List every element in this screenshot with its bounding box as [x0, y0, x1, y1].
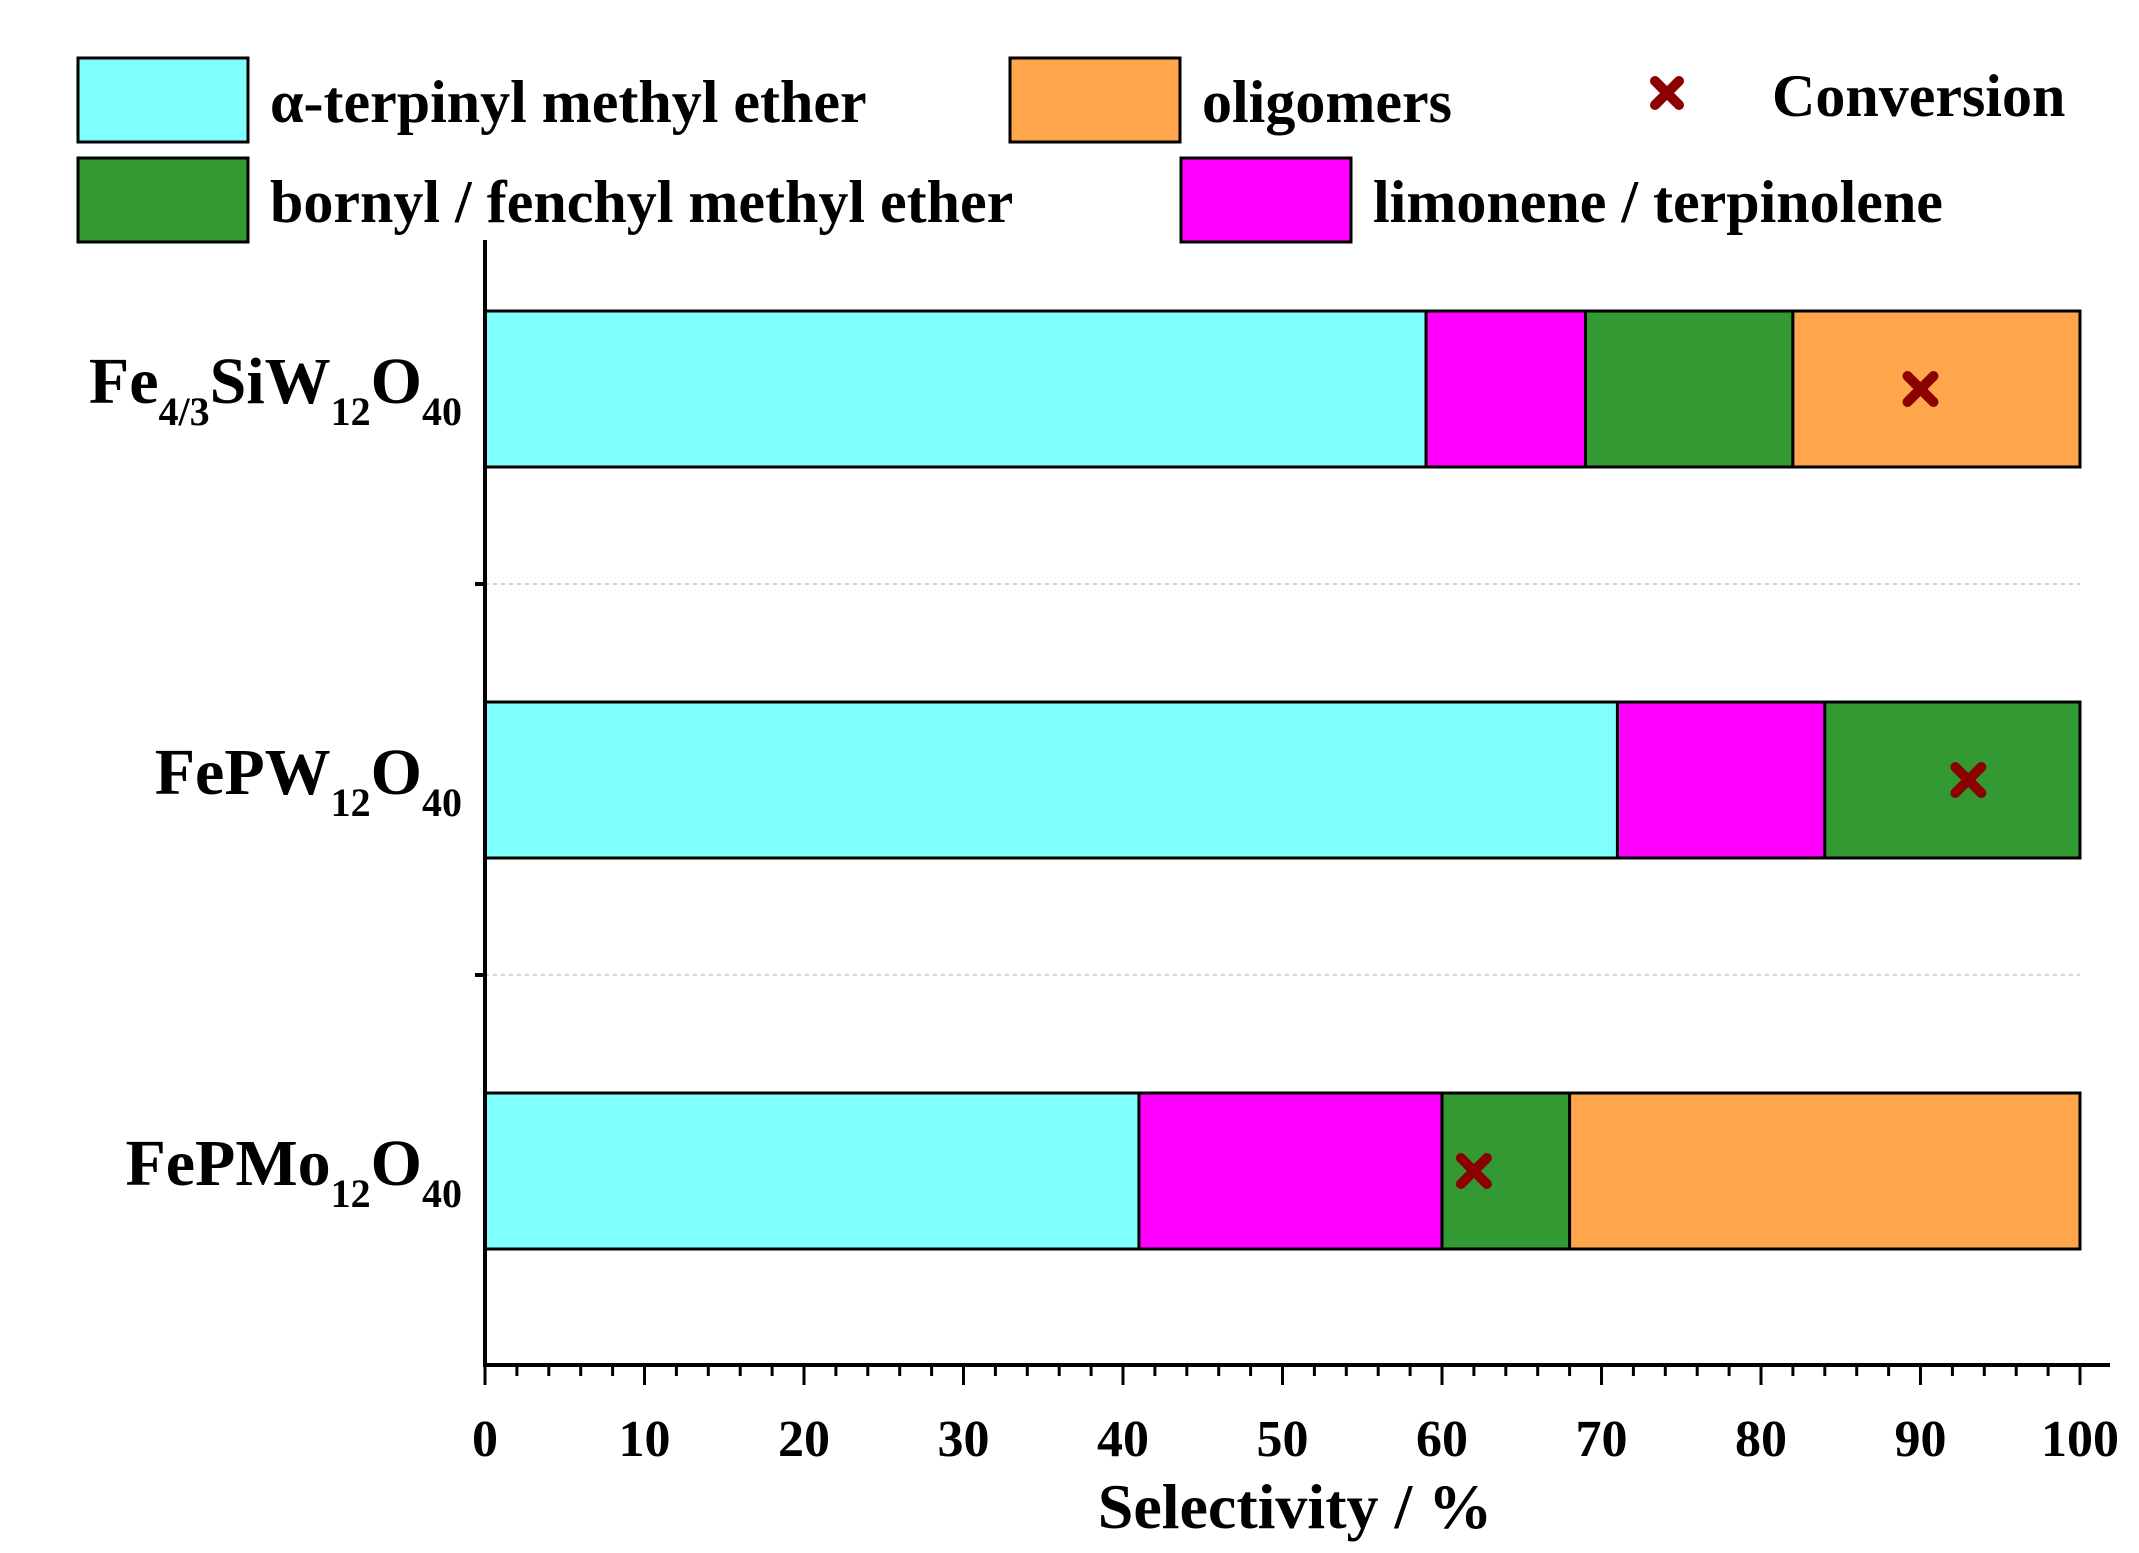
legend-swatch-limonene-terpinolene: [1179, 156, 1353, 244]
legend-swatch-bornyl-fenchyl-methyl-ether: [76, 156, 250, 244]
bar-fe43siw12o40-terpinyl-methyl-ether: [483, 309, 1428, 469]
bar-fepmo12o40-terpinyl-methyl-ether: [483, 1091, 1141, 1251]
legend-label-limonene-terpinolene: limonene / terpinolene: [1373, 169, 1943, 235]
legend-item-terpinyl-methyl-ether: α-terpinyl methyl ether: [76, 56, 867, 144]
category-labels: Fe4/3SiW12O40 FePW12O40 FePMo12O40: [89, 345, 462, 1216]
category-label-fe43siw12o40: Fe4/3SiW12O40: [89, 345, 462, 434]
x-tick-label-60: 60: [1416, 1411, 1468, 1468]
conversion-marker-fepmo12o40: [1455, 1153, 1492, 1189]
bar-fe43siw12o40-limonene-terpinolene: [1424, 309, 1588, 469]
x-tick-label-40: 40: [1097, 1411, 1149, 1468]
x-tick-label-20: 20: [778, 1411, 830, 1468]
x-tick-label-100: 100: [2041, 1411, 2119, 1468]
bars: [483, 309, 2082, 1251]
x-tick-label-0: 0: [472, 1411, 498, 1468]
legend-label-bornyl-fenchyl-methyl-ether: bornyl / fenchyl methyl ether: [270, 169, 1013, 235]
x-tick-label-90: 90: [1895, 1411, 1947, 1468]
legend-label-conversion: Conversion: [1772, 63, 2065, 129]
legend-item-oligomers: oligomers: [1008, 56, 1452, 144]
legend-swatch-terpinyl-methyl-ether: [76, 56, 250, 144]
bar-fepmo12o40-limonene-terpinolene: [1137, 1091, 1444, 1251]
category-label-fepmo12o40: FePMo12O40: [125, 1127, 462, 1216]
legend-item-conversion: Conversion: [1650, 63, 2065, 129]
legend-swatch-oligomers: [1008, 56, 1182, 144]
x-ticks: 0 10 20 30 40 50 60 70 80 90 100: [472, 1365, 2119, 1468]
category-label-fepw12o40: FePW12O40: [155, 736, 462, 825]
conversion-marker-fe43siw12o40: [1902, 371, 1939, 407]
legend-item-limonene-terpinolene: limonene / terpinolene: [1179, 156, 1943, 244]
conversion-marker-fepw12o40: [1950, 762, 1987, 798]
bar-fe43siw12o40-bornyl-fenchyl-methyl-ether: [1584, 309, 1795, 469]
x-tick-label-30: 30: [938, 1411, 990, 1468]
bar-fepw12o40-bornyl-fenchyl-methyl-ether: [1823, 700, 2082, 860]
legend-item-bornyl-fenchyl-methyl-ether: bornyl / fenchyl methyl ether: [76, 156, 1013, 244]
grid-lines: [485, 583, 2080, 976]
x-tick-label-50: 50: [1257, 1411, 1309, 1468]
bar-fepmo12o40-oligomers: [1568, 1091, 2082, 1251]
legend: α-terpinyl methyl ether oligomers bornyl /…: [76, 56, 2065, 244]
legend-label-oligomers: oligomers: [1202, 69, 1452, 135]
legend-label-terpinyl-methyl-ether: α-terpinyl methyl ether: [270, 69, 867, 135]
bar-fepw12o40-limonene-terpinolene: [1615, 700, 1827, 860]
axes: [475, 240, 2110, 1367]
conversion-markers: [1455, 371, 1987, 1189]
bar-fepmo12o40-bornyl-fenchyl-methyl-ether: [1440, 1091, 1572, 1251]
x-tick-label-10: 10: [619, 1411, 671, 1468]
x-axis-title: Selectivity / %: [1098, 1471, 1493, 1542]
x-tick-label-80: 80: [1735, 1411, 1787, 1468]
bar-fepw12o40-terpinyl-methyl-ether: [483, 700, 1619, 860]
legend-marker-conversion-b: [1650, 76, 1684, 110]
bar-fe43siw12o40-oligomers: [1791, 309, 2082, 469]
x-tick-label-70: 70: [1576, 1411, 1628, 1468]
